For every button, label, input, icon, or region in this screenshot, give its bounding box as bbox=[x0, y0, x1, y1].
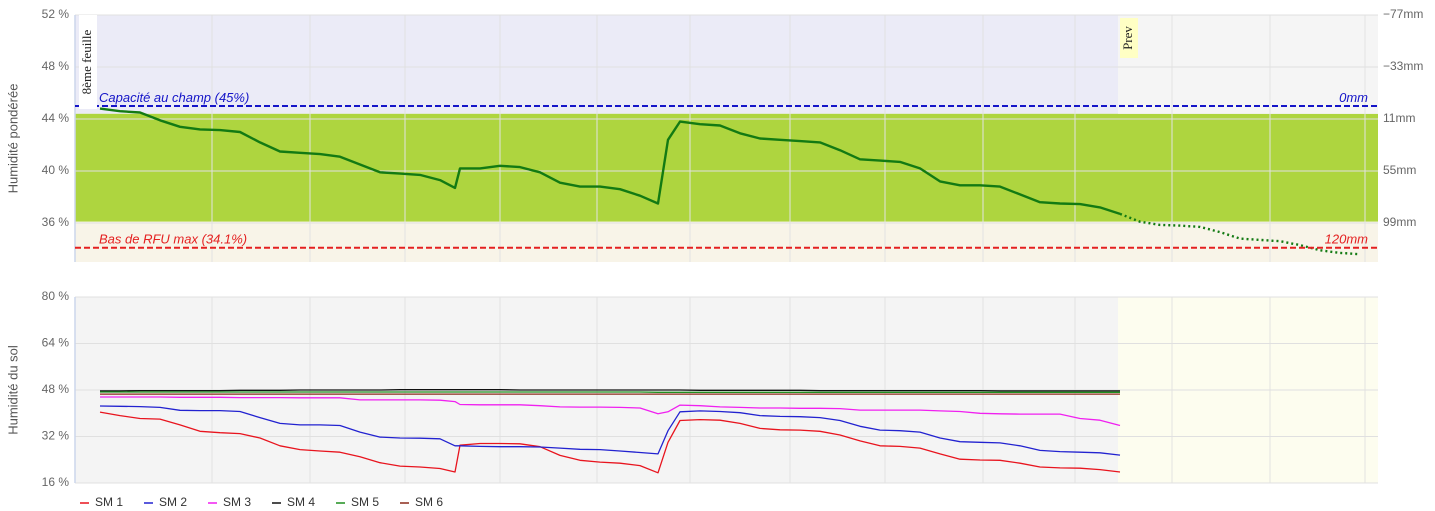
series-line bbox=[99, 411, 1121, 474]
y-tick-label: 48 % bbox=[42, 59, 70, 73]
legend-item: SM 4 bbox=[272, 495, 315, 509]
y-tick-label: 44 % bbox=[42, 111, 70, 125]
annotation-label: Prev bbox=[1120, 26, 1135, 50]
annotation-box bbox=[1120, 18, 1138, 58]
threshold-label: Bas de RFU max (34.1%) bbox=[99, 232, 247, 247]
legend-item: SM 5 bbox=[336, 495, 379, 509]
band bbox=[75, 113, 1378, 222]
y-tick-label: 64 % bbox=[42, 336, 70, 350]
legend: SM 1 SM 2 SM 3 SM 4 SM 5 SM 6 bbox=[80, 495, 443, 509]
legend-label: SM 1 bbox=[95, 495, 123, 509]
series-line bbox=[99, 405, 1121, 456]
series-line bbox=[100, 396, 1121, 427]
y2-tick-label: −33mm bbox=[1383, 59, 1423, 73]
y-tick-label: 32 % bbox=[42, 429, 70, 443]
threshold-right-label: 120mm bbox=[1325, 232, 1369, 247]
y-axis-title: Humidité du sol bbox=[5, 345, 20, 435]
annotation-box bbox=[79, 15, 97, 109]
legend-label: SM 2 bbox=[159, 495, 187, 509]
band bbox=[75, 221, 1378, 262]
y-tick-label: 36 % bbox=[42, 215, 70, 229]
y-tick-label: 16 % bbox=[42, 475, 70, 489]
forecast-shade bbox=[1118, 15, 1378, 114]
y2-tick-label: 99mm bbox=[1383, 215, 1416, 229]
chart-panel: 52 % 48 % 44 % 40 % 36 % −77mm −33mm 11mm 55mm 99… bbox=[5, 7, 1423, 262]
y-axis-title: Humidité pondérée bbox=[5, 84, 20, 194]
threshold-right-label: 0mm bbox=[1339, 90, 1368, 105]
legend-label: SM 3 bbox=[223, 495, 251, 509]
legend-label: SM 4 bbox=[287, 495, 315, 509]
y2-tick-label: 55mm bbox=[1383, 163, 1416, 177]
y2-tick-label: −77mm bbox=[1383, 7, 1423, 21]
y-tick-label: 52 % bbox=[42, 7, 70, 21]
series-line bbox=[1119, 212, 1361, 256]
annotation-label: 8ème feuille bbox=[79, 29, 94, 94]
legend-label: SM 6 bbox=[415, 495, 443, 509]
legend-item: SM 6 bbox=[400, 495, 443, 509]
y-tick-label: 80 % bbox=[42, 289, 70, 303]
y2-tick-label: 11mm bbox=[1383, 111, 1415, 125]
series-line bbox=[100, 389, 1120, 392]
legend-item: SM 2 bbox=[144, 495, 187, 509]
y-tick-label: 40 % bbox=[42, 163, 70, 177]
series-line bbox=[99, 107, 1121, 216]
legend-label: SM 5 bbox=[351, 495, 379, 509]
legend-item: SM 1 bbox=[80, 495, 123, 509]
y-tick-label: 48 % bbox=[42, 382, 70, 396]
threshold-label: Capacité au champ (45%) bbox=[99, 90, 249, 105]
legend-item: SM 3 bbox=[208, 495, 251, 509]
